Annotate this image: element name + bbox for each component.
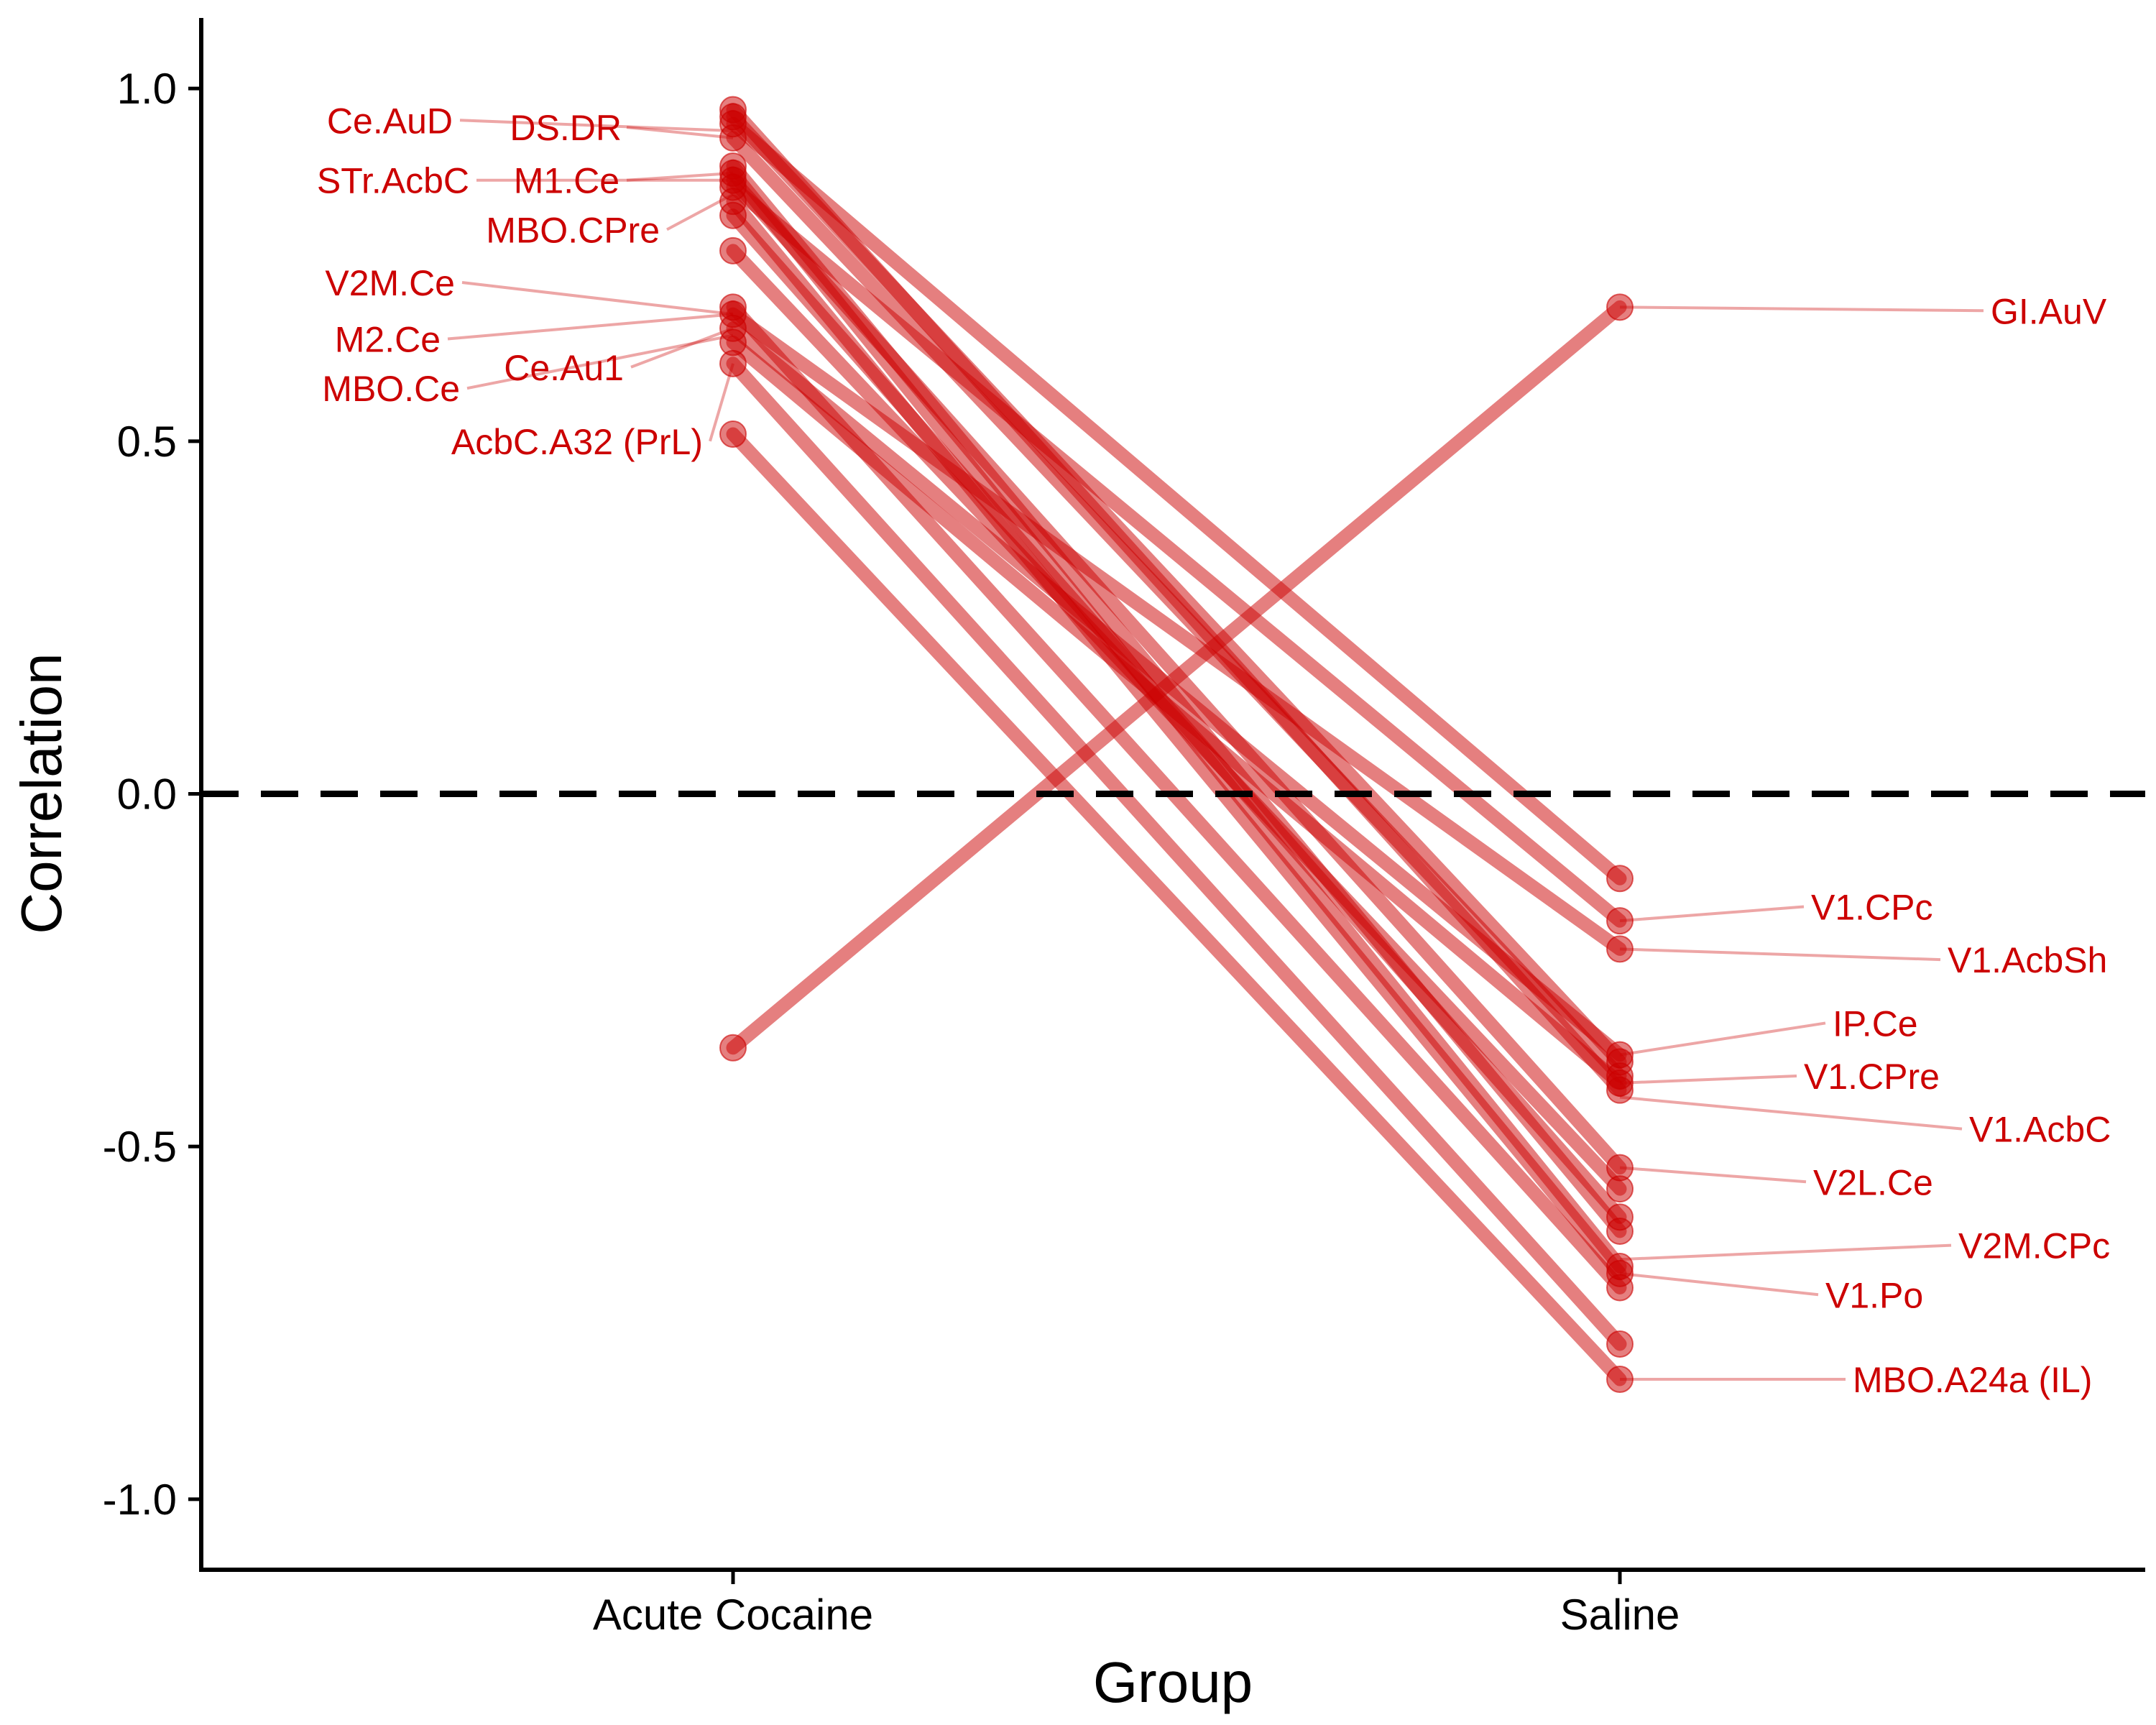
label-leader-line [1619,1271,1819,1297]
point-label-v1-acbc: V1.AcbC [1969,1110,2111,1150]
label-leader-line [666,193,734,231]
data-point [1606,1330,1634,1358]
point-label-mbo-ce: MBO.Ce [322,369,460,409]
label-leader-line [1619,1095,1963,1131]
data-point [1606,1274,1634,1302]
x-tick-label: Saline [1560,1591,1680,1639]
label-leader-line [1619,905,1805,923]
x-tick-label: Acute Cocaine [593,1591,873,1639]
data-point [719,349,747,377]
data-point [719,1034,747,1062]
point-label-v1-acbsh: V1.AcbSh [1948,940,2107,980]
data-point [1606,1175,1634,1203]
data-point [1606,1366,1634,1394]
series-mbo-ce [719,328,1634,1097]
point-label-ce-au1: Ce.Au1 [504,348,624,388]
point-label-v2m-cpc: V2M.CPc [1958,1226,2110,1266]
data-point [1606,865,1634,893]
label-leader-line [626,171,734,182]
point-label-v1-cpc: V1.CPc [1811,888,1933,928]
point-label-mbo-a24a-il: MBO.A24a (IL) [1853,1360,2092,1400]
data-point [1606,1041,1634,1069]
label-leader-line [626,126,734,139]
label-leader-layer [447,119,1984,1381]
point-label-v2m-ce: V2M.Ce [325,263,455,303]
series-acbc-a32-prl [719,420,1634,1394]
series-gi-auv [719,293,1634,1062]
data-point [1606,293,1634,321]
point-label-ip-ce: IP.Ce [1833,1003,1918,1044]
point-label-m1-ce: M1.Ce [514,161,619,201]
y-tick-label: 1.0 [117,65,177,113]
y-tick-label: 0.0 [117,770,177,819]
data-point [719,201,747,229]
point-label-str-acbc: STr.AcbC [317,161,469,201]
label-leader-line [1619,1166,1807,1184]
series-line [726,335,1627,1090]
label-leader-line [709,363,734,442]
series-line [726,180,1627,928]
point-label-mbo-cpre: MBO.CPre [486,210,660,250]
data-point [719,124,747,152]
point-label-ds-dr: DS.DR [510,108,622,148]
data-point [1606,1203,1634,1231]
series-line [726,131,1627,1083]
data-point [719,236,747,264]
point-label-v1-cpre: V1.CPre [1804,1057,1940,1097]
label-leader-line [1619,1021,1826,1057]
data-point [1606,907,1634,935]
series-line [726,109,1627,1069]
point-label-v2l-ce: V2L.Ce [1813,1162,1933,1202]
series-line [726,300,1627,1055]
label-leader-line [1619,1243,1952,1261]
point-label-layer: Ce.AuD DS.DR STr.AcbC M1.Ce MBO.CPre V2M.Ce M2… [317,101,2111,1400]
point-label-ce-aud: Ce.AuD [327,101,453,141]
series-line [726,116,1627,886]
series-line [726,307,1627,956]
x-axis-title: Group [1093,1650,1253,1714]
series-ce-au1 [719,314,1634,1069]
y-axis-title: Correlation [9,653,73,934]
data-point [1606,935,1634,963]
label-leader-line [447,313,734,341]
y-tick-label: -1.0 [103,1476,177,1524]
label-leader-line [1619,1075,1797,1085]
series-line [726,356,1627,1351]
point-label-gi-auv: GI.AuV [1991,291,2107,331]
label-leader-line [630,326,734,369]
y-tick-label: 0.5 [117,418,177,466]
point-label-m2-ce: M2.Ce [335,320,441,360]
series-line [726,427,1627,1386]
y-tick-label: -0.5 [103,1123,177,1171]
point-label-v1-po: V1.Po [1825,1275,1923,1315]
data-point [1606,1069,1634,1097]
series-ds-dr [719,103,1634,1076]
label-leader-line [459,119,734,133]
series-layer [719,96,1634,1394]
label-leader-line [461,281,734,316]
series-7 [719,173,1634,935]
series-line [726,321,1627,1062]
data-point [719,420,747,448]
tick-layer: -1.0 -0.5 0.0 0.5 1.0 Acute Cocaine Saline [103,65,1680,1639]
label-leader-line [1619,305,1984,313]
label-leader-line [1619,947,1941,962]
series-15 [719,349,1634,1358]
point-label-acbc-a32-prl: AcbC.A32 (PrL) [451,422,703,462]
label-leader-line [466,334,734,390]
